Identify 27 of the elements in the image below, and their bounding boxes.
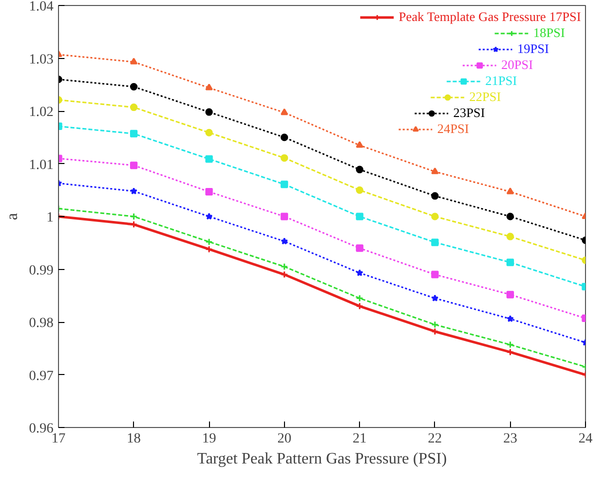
- legend-label: 19PSI: [517, 41, 549, 57]
- y-tick-label: 0.96: [29, 422, 54, 436]
- legend-label: 20PSI: [501, 57, 533, 73]
- legend-label: 18PSI: [533, 25, 565, 41]
- legend-label: 21PSI: [485, 73, 517, 89]
- y-tick-label: 0.98: [29, 316, 54, 331]
- x-tick-label: 22: [428, 432, 442, 446]
- x-tick-label: 19: [202, 432, 216, 446]
- x-tick-label: 21: [352, 432, 367, 446]
- x-axis-title: Target Peak Pattern Gas Pressure (PSI): [197, 450, 447, 468]
- legend-label: 23PSI: [453, 105, 485, 121]
- y-tick-label: 1.01: [29, 158, 54, 173]
- legend-label: 24PSI: [437, 121, 469, 137]
- y-tick-label: 1.03: [29, 52, 54, 68]
- legend-label: Peak Template Gas Pressure 17PSI: [398, 9, 581, 25]
- x-tick-label: 17: [52, 432, 66, 446]
- x-tick-label: 20: [277, 432, 292, 446]
- x-tick-label: 18: [126, 432, 141, 446]
- y-tick-label: 1.02: [29, 105, 54, 120]
- y-tick-label: 1.04: [29, 0, 54, 14]
- x-tick-label: 23: [503, 432, 518, 446]
- y-tick-label: 1: [46, 210, 54, 226]
- x-tick-label: 24: [578, 432, 592, 446]
- y-axis-title: a: [4, 212, 21, 220]
- y-tick-label: 0.97: [29, 368, 54, 384]
- y-tick-label: 0.99: [29, 263, 54, 278]
- legend-label: 22PSI: [469, 89, 501, 105]
